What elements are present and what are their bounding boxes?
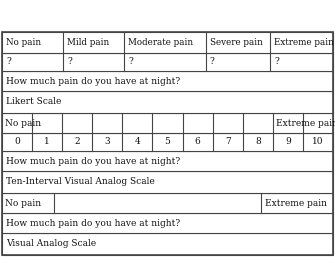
Bar bbox=[2, 32, 333, 53]
Text: 3: 3 bbox=[105, 137, 110, 146]
Text: ?: ? bbox=[6, 58, 11, 67]
Text: 5: 5 bbox=[164, 137, 171, 146]
Text: ?: ? bbox=[210, 58, 214, 67]
Bar bbox=[2, 233, 333, 255]
Text: No pain: No pain bbox=[6, 38, 41, 47]
Text: Likert Scale: Likert Scale bbox=[6, 97, 61, 106]
Text: ?: ? bbox=[128, 58, 133, 67]
Text: 7: 7 bbox=[225, 137, 230, 146]
Text: 0: 0 bbox=[14, 137, 20, 146]
Text: How much pain do you have at night?: How much pain do you have at night? bbox=[6, 218, 180, 227]
Bar bbox=[2, 193, 333, 213]
Text: Visual Analog Scale: Visual Analog Scale bbox=[6, 240, 96, 249]
Bar bbox=[2, 213, 333, 233]
Bar bbox=[2, 91, 333, 113]
Bar bbox=[2, 133, 333, 151]
Bar bbox=[2, 32, 333, 255]
Text: ?: ? bbox=[67, 58, 72, 67]
Text: 9: 9 bbox=[285, 137, 291, 146]
Text: Moderate pain: Moderate pain bbox=[128, 38, 194, 47]
Bar bbox=[2, 171, 333, 193]
Text: Severe pain: Severe pain bbox=[210, 38, 262, 47]
Text: No pain: No pain bbox=[5, 198, 41, 207]
Text: How much pain do you have at night?: How much pain do you have at night? bbox=[6, 77, 180, 86]
Text: 4: 4 bbox=[135, 137, 140, 146]
Text: 2: 2 bbox=[74, 137, 80, 146]
Bar bbox=[2, 71, 333, 91]
Text: 6: 6 bbox=[195, 137, 200, 146]
Bar bbox=[2, 53, 333, 71]
Text: Extreme pain: Extreme pain bbox=[265, 198, 327, 207]
Text: 10: 10 bbox=[312, 137, 324, 146]
Text: How much pain do you have at night?: How much pain do you have at night? bbox=[6, 157, 180, 166]
Text: 8: 8 bbox=[255, 137, 261, 146]
Text: Extreme pain: Extreme pain bbox=[276, 118, 335, 127]
Text: Ten-Interval Visual Analog Scale: Ten-Interval Visual Analog Scale bbox=[6, 178, 155, 187]
Text: ?: ? bbox=[274, 58, 279, 67]
Text: 1: 1 bbox=[44, 137, 50, 146]
Text: Extreme pain: Extreme pain bbox=[274, 38, 334, 47]
Bar bbox=[2, 113, 333, 133]
Bar bbox=[2, 151, 333, 171]
Text: Mild pain: Mild pain bbox=[67, 38, 110, 47]
Text: No pain: No pain bbox=[5, 118, 41, 127]
